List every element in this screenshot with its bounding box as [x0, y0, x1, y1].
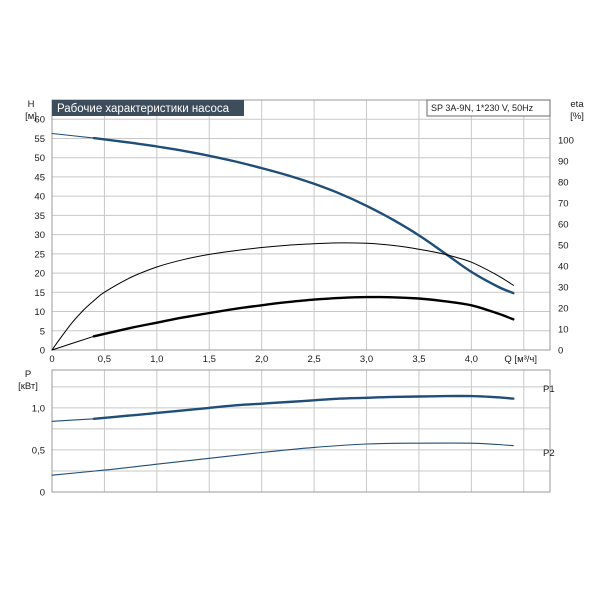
y2-tick-label: 50	[558, 240, 569, 251]
upper-plot: 0 0,5 1,0 1,5 2,0 2,5 3,0 3,5 4,0 Q [м³/ч] 0 5 10 15 2…	[25, 99, 584, 365]
x-tick-label: 3,5	[412, 354, 425, 365]
x-tick-label: 3,0	[360, 354, 373, 365]
y-tick-label: 20	[34, 269, 45, 280]
upper-curves	[51, 132, 515, 351]
y2-tick-label: 60	[558, 219, 569, 230]
chart-title: Рабочие характеристики насоса	[57, 103, 230, 115]
power-curve-p1-0	[51, 418, 95, 422]
y2-tick-label: 100	[558, 135, 574, 146]
model-label-box	[426, 99, 551, 117]
y2-tick-label: 90	[558, 156, 569, 167]
y2-axis-label-eta: eta	[570, 99, 584, 110]
y-axis-label-h: H	[28, 99, 35, 110]
y-axis-unit-p: [кВт]	[18, 381, 38, 392]
lower-plot-frame	[51, 369, 551, 493]
y2-tick-label: 10	[558, 324, 569, 335]
upper-tick-labels: 0 0,5 1,0 1,5 2,0 2,5 3,0 3,5 4,0 Q [м³/ч] 0 5 10 15 2…	[34, 115, 573, 365]
title-box	[52, 100, 244, 116]
y-tick-label: 55	[34, 134, 45, 145]
lower-plot: 0 0,5 1,0 P [кВт] P1 P2	[18, 369, 555, 499]
y-tick-label: 35	[34, 211, 45, 222]
y2-tick-label: 0	[558, 346, 563, 357]
y-tick-label: 0	[40, 488, 45, 499]
x-tick-label: 1,0	[150, 354, 163, 365]
y-tick-label: 30	[34, 230, 45, 241]
lower-tick-labels: 0 0,5 1,0	[32, 403, 45, 498]
legend-p1: P1	[543, 384, 555, 395]
x-tick-label: 2,5	[307, 354, 320, 365]
y2-tick-label: 80	[558, 177, 569, 188]
lower-curves	[51, 394, 515, 476]
y-tick-label: 15	[34, 288, 45, 299]
upper-plot-frame	[51, 99, 551, 351]
y2-tick-label: 40	[558, 261, 569, 272]
x-tick-label: 4,0	[465, 354, 478, 365]
y-axis-unit-h: [м]	[25, 111, 37, 122]
y2-tick-label: 70	[558, 198, 569, 209]
x-tick-label: 1,5	[203, 354, 216, 365]
y-axis-label-p: P	[25, 369, 31, 380]
y-tick-label: 40	[34, 192, 45, 203]
y-tick-label: 45	[34, 172, 45, 183]
y-tick-label: 0,5	[32, 445, 45, 456]
y2-tick-label: 30	[558, 282, 569, 293]
head-curve-1	[92, 136, 515, 295]
eta-curve-2	[51, 242, 514, 351]
eta-curve-3	[51, 335, 95, 351]
power-curve-p2-2	[51, 442, 514, 476]
x-axis-label-q: Q [м³/ч]	[504, 354, 537, 365]
y-tick-label: 25	[34, 249, 45, 260]
x-tick-label: 0	[49, 354, 54, 365]
eta-curve-4	[92, 295, 515, 338]
x-tick-label: 0,5	[98, 354, 111, 365]
y2-tick-label: 20	[558, 303, 569, 314]
x-tick-label: 2,0	[255, 354, 268, 365]
lower-grid	[52, 370, 550, 492]
y-tick-label: 60	[34, 115, 45, 126]
y2-axis-unit-eta: [%]	[570, 111, 584, 122]
y-tick-label: 0	[40, 346, 45, 357]
y-tick-label: 10	[34, 307, 45, 318]
y-tick-label: 5	[40, 326, 45, 337]
upper-grid	[52, 100, 550, 350]
model-label: SP 3A-9N, 1*230 V, 50Hz	[431, 103, 534, 113]
head-curve-0	[51, 132, 95, 139]
y-tick-label: 50	[34, 153, 45, 164]
y-tick-label: 1,0	[32, 403, 45, 414]
power-curve-p1-1	[92, 394, 515, 420]
legend-p2: P2	[543, 448, 555, 459]
